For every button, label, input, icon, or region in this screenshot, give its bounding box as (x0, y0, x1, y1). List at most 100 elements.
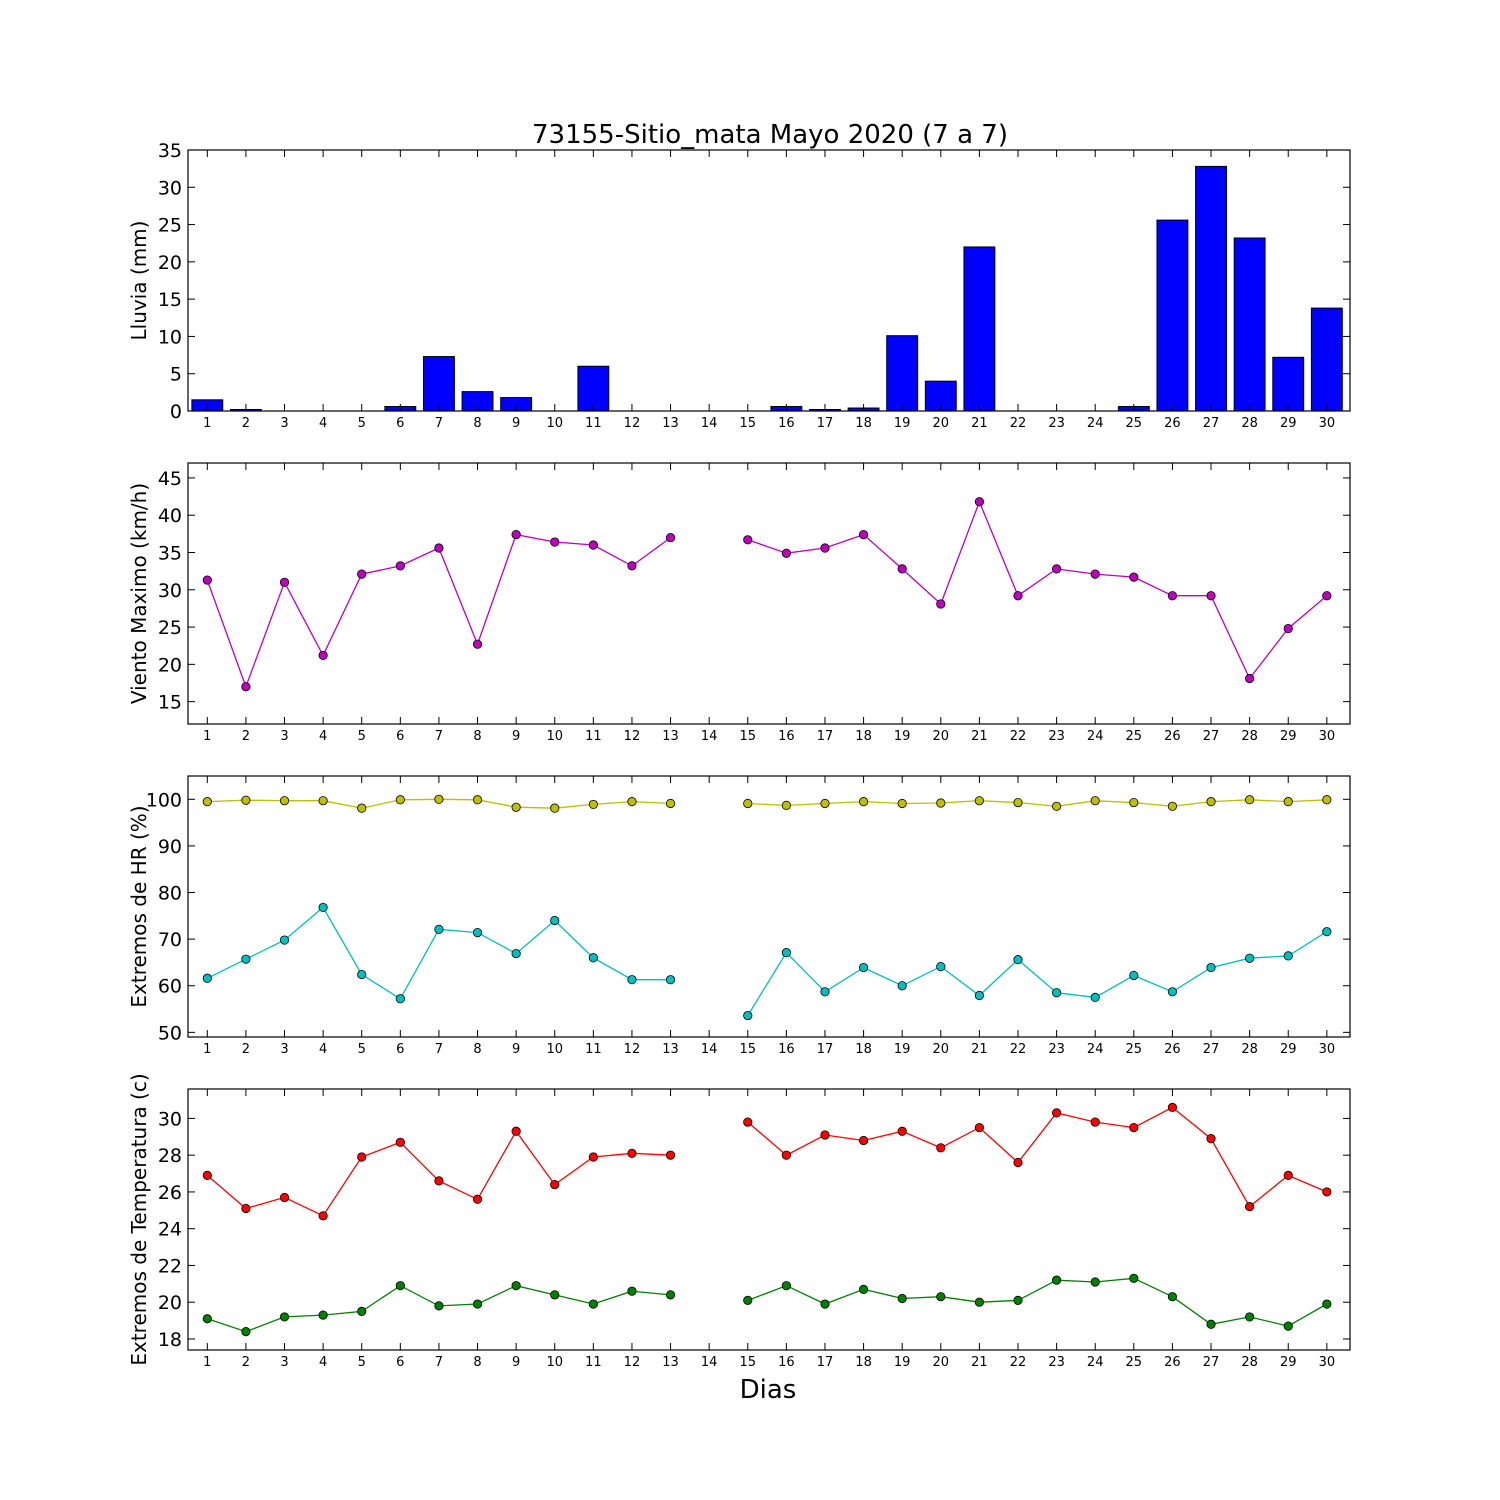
data-point (202, 973, 212, 983)
y-axis-label: Extremos de Temperatura (c) (127, 1073, 151, 1365)
data-point (434, 1301, 444, 1311)
x-tick-label: 21 (971, 729, 988, 744)
y-axis-label: Lluvia (mm) (127, 221, 151, 341)
x-tick-label: 3 (280, 1355, 288, 1370)
y-tick-label: 15 (158, 692, 182, 714)
data-point (588, 953, 598, 963)
data-point (550, 915, 560, 926)
x-tick-label: 6 (396, 1355, 404, 1370)
x-tick-label: 29 (1280, 1042, 1297, 1057)
y-tick-label: 25 (158, 617, 182, 639)
series-line (747, 799, 1327, 807)
x-tick-label: 22 (1010, 1042, 1027, 1057)
x-tick-label: 18 (855, 729, 872, 744)
x-tick-label: 27 (1203, 416, 1220, 431)
x-tick-label: 21 (971, 1042, 988, 1057)
data-point (202, 797, 212, 807)
data-point (395, 1137, 405, 1147)
y-tick-label: 80 (158, 883, 182, 905)
x-tick-label: 13 (662, 729, 679, 744)
data-point (588, 540, 598, 550)
series-line (747, 931, 1328, 1016)
data-point (550, 1290, 560, 1300)
x-tick-label: 2 (242, 729, 250, 744)
x-tick-label: 21 (971, 1355, 988, 1370)
x-tick-label: 16 (778, 729, 795, 744)
data-point (202, 1170, 212, 1180)
data-point (1129, 1122, 1139, 1133)
x-tick-label: 26 (1164, 729, 1181, 744)
x-tick-label: 17 (817, 416, 834, 431)
rain-bar (577, 365, 610, 412)
x-tick-label: 30 (1319, 1355, 1336, 1370)
x-tick-label: 8 (473, 1355, 481, 1370)
data-point (241, 682, 251, 692)
x-tick-label: 27 (1203, 729, 1220, 744)
x-tick-label: 18 (855, 416, 872, 431)
x-tick-label: 5 (358, 1042, 366, 1057)
series-line (206, 1130, 671, 1217)
x-tick-label: 25 (1126, 1355, 1143, 1370)
x-tick-label: 20 (933, 1042, 950, 1057)
x-tick-label: 30 (1319, 1042, 1336, 1057)
data-point (974, 1297, 984, 1307)
x-tick-label: 24 (1087, 416, 1104, 431)
data-point (318, 650, 328, 660)
x-tick-label: 7 (435, 1042, 443, 1057)
x-tick-label: 25 (1126, 729, 1143, 744)
data-point (743, 1010, 753, 1021)
data-point (511, 948, 521, 959)
x-tick-label: 30 (1319, 416, 1336, 431)
x-tick-label: 11 (585, 1355, 602, 1370)
x-tick-label: 28 (1241, 416, 1258, 431)
data-point (279, 796, 290, 806)
x-tick-label: 14 (701, 416, 718, 431)
x-tick-label: 12 (624, 1042, 641, 1057)
data-point (1013, 955, 1023, 965)
x-tick-label: 1 (203, 1042, 211, 1057)
x-tick-label: 4 (319, 416, 327, 431)
y-tick-label: 20 (158, 1292, 182, 1314)
y-tick-label: 15 (158, 289, 182, 311)
x-tick-label: 13 (662, 416, 679, 431)
x-tick-label: 23 (1048, 1042, 1065, 1057)
data-point (241, 1203, 251, 1214)
x-tick-label: 9 (512, 1355, 520, 1370)
x-tick-label: 22 (1010, 416, 1027, 431)
data-point (395, 1281, 405, 1291)
data-point (665, 1150, 676, 1160)
x-tick-label: 26 (1164, 416, 1181, 431)
data-point (279, 1192, 290, 1203)
y-axis-label: Extremos de HR (%) (127, 805, 151, 1007)
data-point (357, 1152, 367, 1162)
x-tick-label: 19 (894, 416, 911, 431)
x-tick-label: 12 (624, 416, 641, 431)
rain-bar (1195, 165, 1227, 412)
x-tick-label: 20 (933, 1355, 950, 1370)
y-tick-label: 70 (158, 929, 182, 951)
data-point (743, 1295, 753, 1305)
data-point (858, 1135, 869, 1146)
x-tick-label: 17 (817, 1355, 834, 1370)
x-tick-label: 19 (894, 729, 911, 744)
data-point (1245, 1312, 1255, 1322)
y-tick-label: 30 (158, 177, 182, 199)
data-point (1129, 970, 1139, 981)
x-tick-label: 15 (739, 1042, 756, 1057)
x-tick-label: 24 (1087, 729, 1104, 744)
x-tick-label: 10 (546, 1042, 563, 1057)
x-tick-label: 9 (512, 729, 520, 744)
x-tick-label: 23 (1048, 1355, 1065, 1370)
data-point (434, 794, 444, 804)
x-tick-label: 18 (855, 1355, 872, 1370)
y-tick-label: 20 (158, 252, 182, 274)
data-point (1129, 572, 1139, 582)
data-point (1322, 591, 1332, 601)
x-tick-label: 6 (396, 416, 404, 431)
y-tick-label: 26 (158, 1182, 182, 1204)
